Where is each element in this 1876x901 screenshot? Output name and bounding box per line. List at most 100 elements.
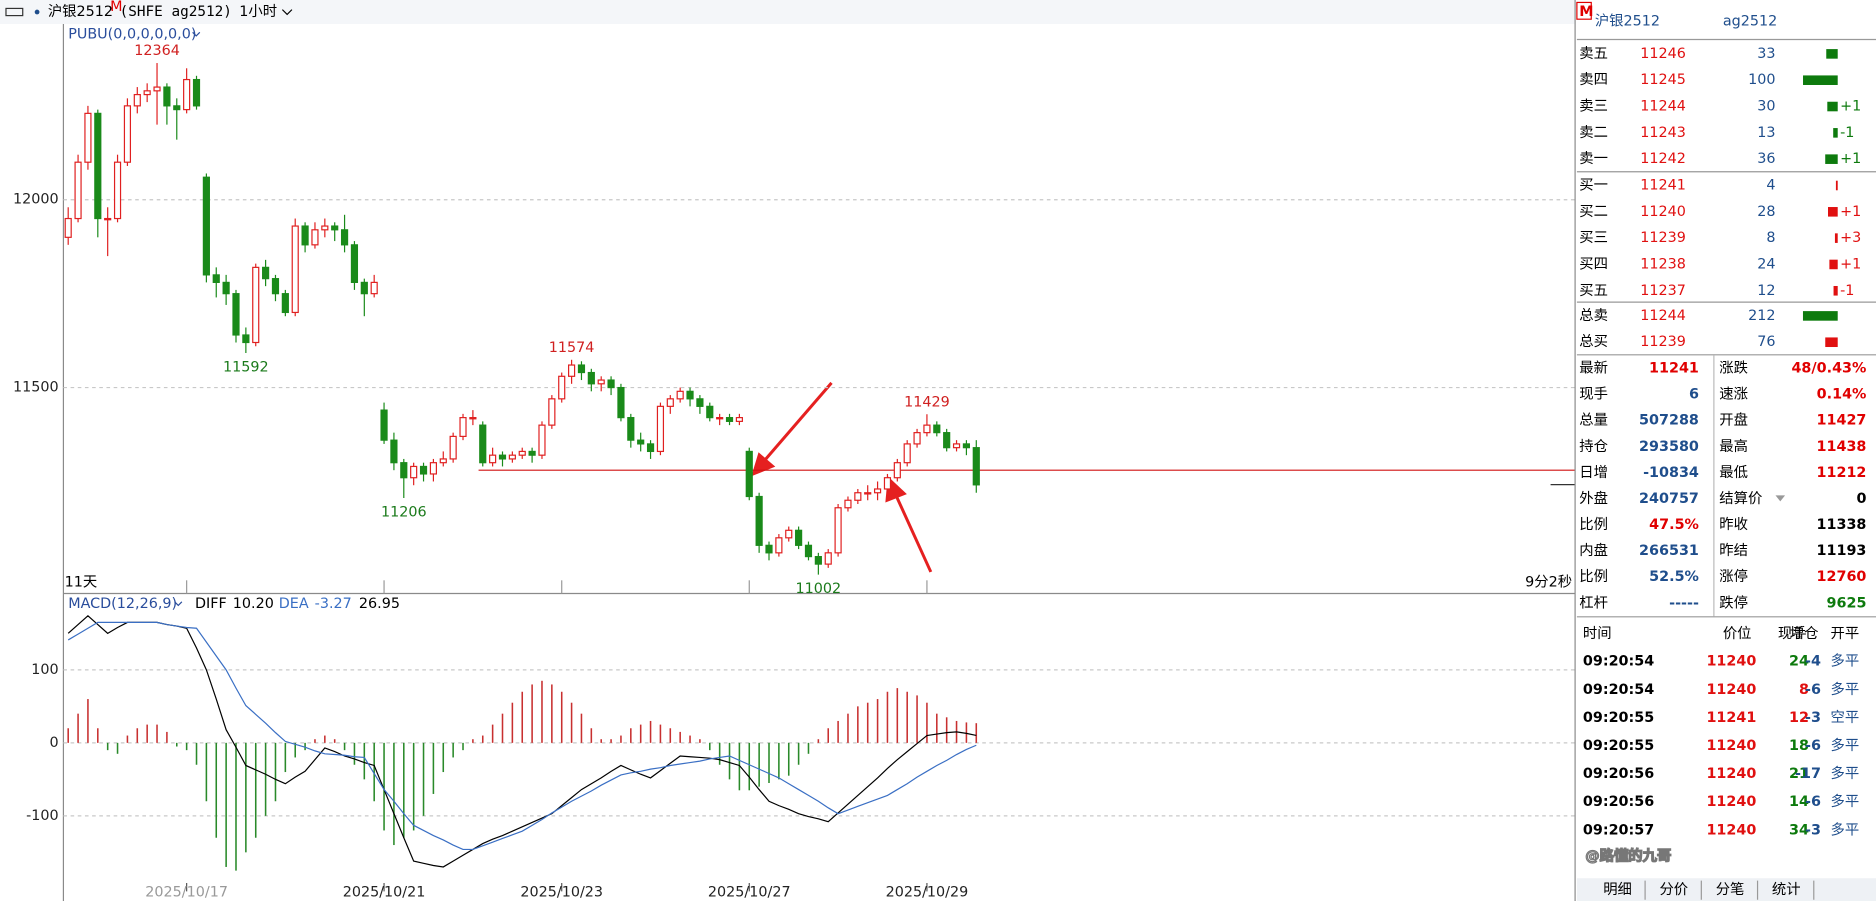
candle-body [113,161,122,220]
trade-cell: 空平 [1831,709,1860,726]
candle-body [380,409,388,441]
book-volume: 76 [1757,334,1775,350]
book-label: 总买 [1579,333,1608,350]
legend-value: 26.95 [359,596,400,612]
candle-body [94,112,102,220]
candle-body [577,364,586,374]
candle-body [814,555,822,565]
candle-body [212,274,220,283]
candle-body [893,462,901,479]
arrow [893,492,933,573]
extreme-label: 11206 [381,504,427,520]
candle-body [785,529,793,539]
candle-body [617,386,625,419]
stat-label: 跌停 [1719,594,1748,611]
book-label: 卖二 [1579,124,1608,141]
book-price: 11238 [1640,256,1686,272]
tab[interactable]: 明细 [1603,881,1632,898]
book-change: -1 [1840,283,1854,299]
candle-body [262,266,270,280]
book-price: 11239 [1640,334,1686,350]
trade-header: 增仓 [1790,625,1819,642]
stat-value: 507288 [1639,413,1699,429]
candle-body [735,417,743,422]
candle-body [301,225,309,246]
dropdown-arrow[interactable] [281,9,293,16]
quote-code: ag2512 [1723,14,1777,30]
candle-body [637,439,645,445]
trade-cell: 09:20:55 [1583,710,1654,726]
extreme-label: 12364 [134,43,180,59]
book-price: 11243 [1640,125,1686,141]
trade-cell: 多平 [1831,793,1860,810]
extreme-label: 11002 [796,581,842,597]
candle-body [498,454,507,460]
book-volume: 13 [1757,125,1775,141]
trade-cell: 11241 [1706,710,1756,726]
trade-cell: 34 [1789,822,1809,838]
tab[interactable]: 分笔 [1716,881,1745,898]
dropdown-arrow[interactable] [174,601,183,607]
legend-value: 10.20 [233,596,274,612]
y-tick-label: 11500 [13,380,59,396]
book-volume: 36 [1757,151,1775,167]
macd-line [67,615,977,868]
tab[interactable]: 分价 [1659,881,1688,898]
book-label: 买三 [1579,229,1608,246]
volume-bar [1833,128,1838,138]
candle-body [587,371,595,385]
extreme-label: 11574 [549,340,595,356]
stat-value: 266531 [1639,543,1699,559]
volume-bar [1826,49,1838,59]
trade-cell: 09:20:56 [1583,766,1654,782]
candle-body [281,293,289,314]
book-label: 买五 [1579,282,1608,299]
trade-cell: 11240 [1706,766,1756,782]
candle-body [804,544,813,558]
stat-label: 速涨 [1719,386,1748,403]
candle-body [696,398,704,407]
book-price: 11245 [1640,72,1686,88]
candle-body [123,105,132,163]
trade-cell: 09:20:55 [1583,738,1654,754]
y-tick-label: -100 [26,808,59,824]
book-price: 11242 [1640,151,1686,167]
candle-body [439,458,447,464]
book-label: 总卖 [1579,307,1608,324]
stat-label: 开盘 [1719,411,1748,429]
volume-bar [1827,101,1838,112]
trade-cell: 多平 [1831,821,1860,838]
stat-value: 6 [1689,387,1699,403]
candle-body [943,432,951,449]
candle-body [913,432,921,445]
bullet [34,9,40,15]
book-price: 11244 [1640,308,1686,324]
trade-cell: 24 [1789,654,1809,670]
tab[interactable]: 统计 [1772,881,1801,898]
stat-value: 52.5% [1649,569,1699,585]
trade-header: 时间 [1583,625,1612,642]
trade-cell: 18 [1789,738,1809,754]
trade-cell: 11240 [1706,822,1756,838]
book-volume: 24 [1757,256,1775,272]
stat-value: 11212 [1817,465,1867,481]
book-volume: 12 [1757,283,1775,299]
book-volume: 212 [1748,308,1775,324]
window-icon[interactable] [5,7,24,17]
candle-body [725,417,734,422]
arrow [762,381,833,463]
trade-cell: -3 [1805,822,1821,838]
trade-cell: 8 [1799,682,1809,698]
macd-title: MACD(12,26,9) [68,596,177,612]
candle-body [528,450,536,456]
stat-label: 结算价 [1719,490,1762,507]
settle-dropdown[interactable] [1775,495,1786,502]
period-select[interactable]: 1小时 [239,3,277,20]
candle-body [558,375,566,400]
candle-body [607,379,615,389]
candle-body [489,454,497,464]
trade-cell: 09:20:54 [1583,682,1654,698]
dropdown-arrow[interactable] [192,31,201,37]
